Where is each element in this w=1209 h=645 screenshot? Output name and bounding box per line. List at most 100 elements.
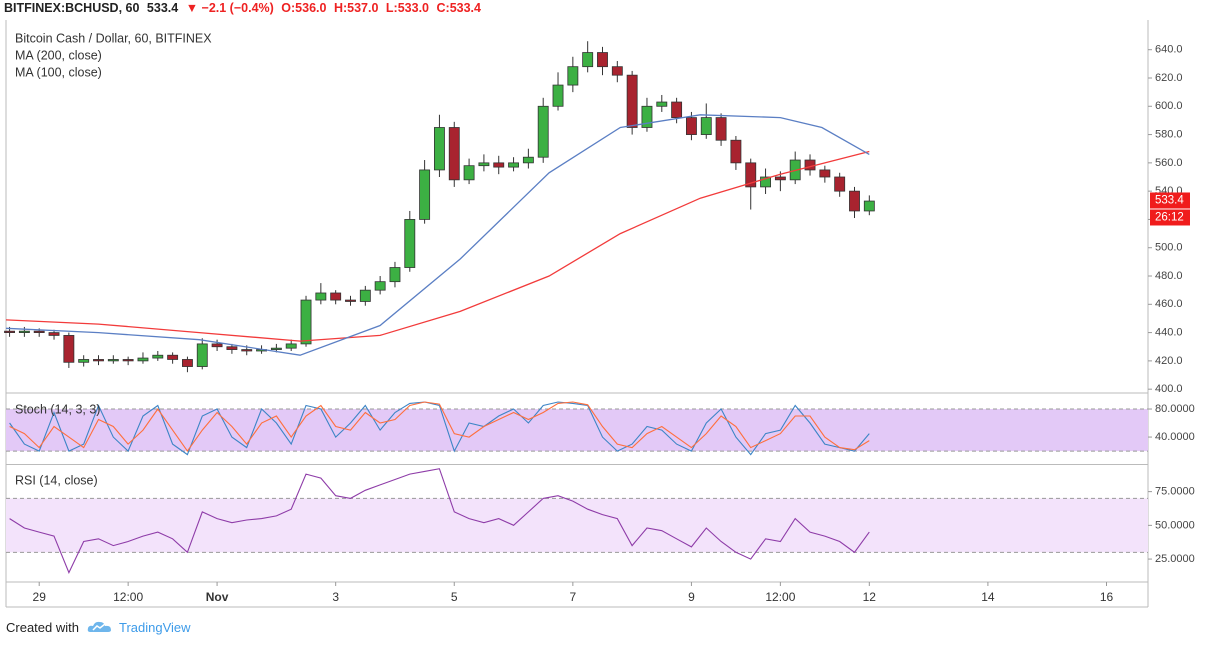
x-tick-label: 7 [570,590,577,604]
candle-body [389,267,401,283]
moving-average [5,150,870,342]
candle-body [522,156,534,164]
y-tick-label: 50.0000 [1155,519,1195,531]
candle-body [315,292,327,301]
candle-body [863,200,875,212]
indicator-line [9,468,870,574]
symbol: BITFINEX:BCHUSD, 60 [4,1,140,15]
candle-body [685,117,697,135]
candle-body [597,52,608,68]
candle-body [671,101,683,118]
candle-body [18,330,30,333]
y-tick-label: 440.0 [1155,326,1183,338]
candle-body [760,176,771,188]
candle-body [241,349,253,352]
y-tick-label: 600.0 [1155,100,1183,112]
y-tick-label: 560.0 [1155,157,1183,169]
ohlc: L:533.0 [385,1,430,15]
y-tick-label: 640.0 [1155,44,1183,56]
y-tick-label: 420.0 [1155,355,1183,367]
candle-body [448,127,460,181]
candle-body [419,169,431,220]
candle-body [478,162,490,167]
x-tick-label: 16 [1100,590,1114,604]
y-tick-label: 400.0 [1155,383,1183,395]
moving-average [5,114,870,356]
candle-body [285,343,297,349]
candle-body [641,105,653,128]
candle-body [63,335,75,363]
last-price-box [1150,192,1190,209]
ohlc: C:533.4 [436,1,481,15]
last-price-label: 533.4 [1155,195,1184,207]
candle-body [33,330,45,333]
candle-body [730,139,742,164]
x-tick-label: 14 [981,590,995,604]
candle-body [78,359,90,363]
x-tick-label: 12:00 [765,590,795,604]
candle-body [611,66,623,76]
y-tick-label: 80.0000 [1155,403,1195,415]
change: ▼ −2.1 (−0.4%) [185,1,274,15]
candle-body [48,332,60,336]
candle-body [181,359,193,367]
candle-body [656,101,668,107]
chart-title: Bitcoin Cash / Dollar, 60, BITFINEX [15,31,212,45]
candle-body [330,292,342,301]
candle-body [774,176,786,181]
candle-body [537,105,549,158]
candle-body [226,346,238,350]
legend-entry: MA (200, close) [15,48,102,62]
candle-body [834,176,846,192]
ohlc: H:537.0 [333,1,379,15]
candle-body [493,162,505,168]
candle-body [433,127,445,171]
brand-link[interactable]: TradingView [118,619,191,635]
candle-body [270,347,282,350]
candle-body [196,343,208,367]
candle-body [137,357,149,362]
y-tick-label: 40.0000 [1155,431,1195,443]
x-tick-label: 12:00 [113,590,143,604]
ohlc: O:536.0 [281,1,327,15]
symbol-header: BITFINEX:BCHUSD, 60 533.4 ▼ −2.1 (−0.4%)… [4,1,485,15]
countdown: 26:12 [1155,212,1184,224]
x-tick-label: 12 [863,590,877,604]
logo[interactable] [87,619,113,635]
footer: Created with TradingView [6,619,191,635]
candle-body [508,162,519,168]
candle-body [359,289,371,302]
y-tick-label: 460.0 [1155,298,1183,310]
candle-body [374,281,386,291]
y-tick-label: 620.0 [1155,72,1183,84]
legend-entry: MA (100, close) [15,65,102,79]
countdown-box [1150,209,1190,226]
candle-body [122,359,134,362]
candle-body [567,66,579,86]
x-tick-label: Nov [206,590,229,604]
candle-body [700,117,712,135]
candle-body [552,84,564,107]
x-tick-label: 3 [332,590,339,604]
candle-body [849,190,860,212]
x-tick-label: 5 [451,590,458,604]
x-tick-label: 9 [688,590,695,604]
candle-body [211,343,223,348]
band [6,409,1148,452]
y-tick-label: 480.0 [1155,270,1183,282]
candle-body [404,219,416,268]
candle-body [4,330,15,333]
candle-body [626,74,638,128]
candle-body [300,299,312,345]
candle-body [715,117,727,141]
candle-body [582,52,594,68]
candle-body [804,159,816,171]
candle-body [819,169,831,178]
y-tick-label: 500.0 [1155,242,1183,254]
footer-text: Created with [6,619,79,635]
candle-body [463,165,475,181]
indicator-title: Stoch (14, 3, 3) [15,402,100,416]
band [6,498,1148,553]
